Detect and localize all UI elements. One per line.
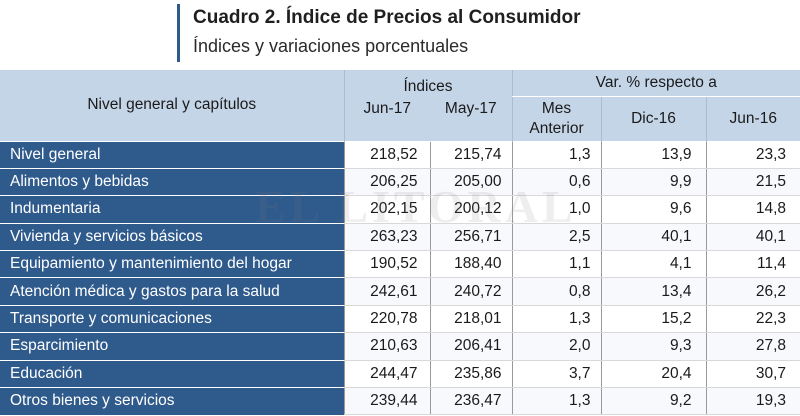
cell-jun17: 202,15 — [343, 195, 430, 224]
cell-mes-anterior: 2,0 — [511, 332, 601, 361]
row-label: Transporte y comunicaciones — [0, 304, 344, 333]
cell-jun16: 21,5 — [705, 167, 800, 197]
table-row: Educación 244,47 235,86 3,7 20,4 30,7 — [0, 359, 800, 389]
row-label: Atención médica y gastos para la salud — [0, 277, 344, 306]
header-dic16: Dic-16 — [600, 96, 706, 141]
cell-dic16: 13,4 — [600, 277, 706, 306]
title-block: Cuadro 2. Índice de Precios al Consumido… — [177, 4, 580, 62]
header-may17: May-17 — [430, 96, 512, 141]
cell-mes-anterior: 1,3 — [511, 140, 601, 169]
cell-jun16: 40,1 — [705, 222, 800, 252]
cell-dic16: 15,2 — [600, 304, 706, 334]
table-header: Nivel general y capítulos Índices Var. %… — [0, 70, 800, 141]
cell-may17: 256,71 — [429, 222, 512, 252]
table-row: Transporte y comunicaciones 220,78 218,01 1… — [0, 304, 800, 334]
cell-jun16: 27,8 — [705, 332, 800, 361]
cell-mes-anterior: 1,0 — [511, 195, 601, 224]
cell-dic16: 13,9 — [600, 140, 706, 169]
cell-jun16: 11,4 — [705, 250, 800, 279]
cell-jun16: 14,8 — [705, 195, 800, 224]
table-row: Vivienda y servicios básicos 263,23 256,71… — [0, 222, 800, 252]
cpi-table-container: Nivel general y capítulos Índices Var. %… — [0, 70, 800, 416]
cell-may17: 215,74 — [429, 140, 512, 169]
cell-may17: 205,00 — [429, 167, 512, 197]
cell-may17: 235,86 — [429, 359, 512, 389]
cell-jun17: 218,52 — [343, 140, 430, 169]
row-label: Nivel general — [0, 140, 344, 169]
table-row: Nivel general 218,52 215,74 1,3 13,9 23,3 — [0, 140, 800, 169]
header-var-respecto: Var. % respecto a — [511, 70, 800, 97]
header-mes-anterior: Mes Anterior — [511, 96, 601, 141]
cell-mes-anterior: 0,6 — [511, 167, 601, 197]
cpi-table: Nivel general y capítulos Índices Var. %… — [0, 70, 800, 416]
cell-jun17: 210,63 — [343, 332, 430, 361]
page-title: Cuadro 2. Índice de Precios al Consumido… — [193, 7, 581, 28]
table-row: Atención médica y gastos para la salud 24… — [0, 277, 800, 306]
cell-jun17: 242,61 — [343, 277, 430, 306]
cell-may17: 188,40 — [429, 250, 512, 279]
cell-dic16: 40,1 — [600, 222, 706, 252]
table-row: Otros bienes y servicios 239,44 236,47 1,3 9… — [0, 387, 800, 416]
cell-may17: 200,12 — [429, 195, 512, 224]
cell-dic16: 9,2 — [600, 387, 706, 416]
header-jun17: Jun-17 — [344, 96, 430, 141]
cell-jun16: 22,3 — [705, 304, 800, 334]
cell-may17: 206,41 — [429, 332, 512, 361]
cell-dic16: 4,1 — [600, 250, 706, 279]
row-label: Educación — [0, 359, 344, 388]
cell-jun17: 206,25 — [343, 167, 430, 197]
cell-jun17: 244,47 — [343, 359, 430, 389]
cell-mes-anterior: 1,3 — [511, 304, 601, 334]
header-jun16: Jun-16 — [705, 96, 800, 141]
cell-jun16: 30,7 — [705, 359, 800, 389]
table-body: Nivel general 218,52 215,74 1,3 13,9 23,3 Alim… — [0, 140, 800, 416]
cell-mes-anterior: 1,1 — [511, 250, 601, 279]
table-row: Equipamiento y mantenimiento del hogar 19… — [0, 250, 800, 279]
row-label: Vivienda y servicios básicos — [0, 222, 344, 251]
cell-dic16: 9,6 — [600, 195, 706, 224]
cell-may17: 240,72 — [429, 277, 512, 306]
row-label: Equipamiento y mantenimiento del hogar — [0, 250, 344, 278]
table-row: Alimentos y bebidas 206,25 205,00 0,6 9,9 21,… — [0, 167, 800, 197]
cell-dic16: 9,3 — [600, 332, 706, 361]
row-label: Esparcimiento — [0, 332, 344, 361]
cell-may17: 218,01 — [429, 304, 512, 334]
row-label: Otros bienes y servicios — [0, 387, 344, 415]
header-label-column: Nivel general y capítulos — [0, 70, 345, 141]
cell-jun17: 190,52 — [343, 250, 430, 279]
cell-jun17: 263,23 — [343, 222, 430, 252]
cell-jun17: 220,78 — [343, 304, 430, 334]
cell-mes-anterior: 3,7 — [511, 359, 601, 389]
row-label: Alimentos y bebidas — [0, 167, 344, 196]
cell-dic16: 20,4 — [600, 359, 706, 389]
cell-mes-anterior: 0,8 — [511, 277, 601, 306]
cell-jun16: 19,3 — [705, 387, 800, 416]
page-subtitle: Índices y variaciones porcentuales — [193, 36, 469, 56]
cell-jun17: 239,44 — [343, 387, 430, 416]
header-indices: Índices — [344, 70, 512, 97]
row-label: Indumentaria — [0, 195, 344, 224]
cell-dic16: 9,9 — [600, 167, 706, 197]
table-row: Esparcimiento 210,63 206,41 2,0 9,3 27,8 — [0, 332, 800, 361]
cell-mes-anterior: 1,3 — [511, 387, 601, 416]
cell-mes-anterior: 2,5 — [511, 222, 601, 252]
cell-jun16: 23,3 — [705, 140, 800, 169]
cell-may17: 236,47 — [429, 387, 512, 416]
table-row: Indumentaria 202,15 200,12 1,0 9,6 14,8 — [0, 195, 800, 224]
cell-jun16: 26,2 — [705, 277, 800, 306]
